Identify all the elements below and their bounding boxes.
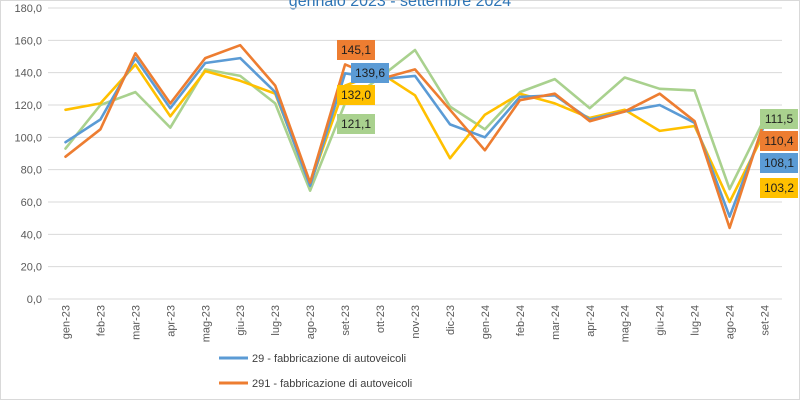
legend-entry-0: 29 - fabbricazione di autoveicoli [252, 353, 406, 365]
x-tick-label: dic-23 [445, 305, 457, 335]
gridlines [48, 7, 782, 300]
x-tick-label: lug-24 [690, 305, 702, 336]
data-label: 110,4 [764, 134, 793, 148]
series-line-3 [64, 63, 766, 204]
data-label-box [351, 63, 389, 83]
x-tick-label: mar-24 [550, 305, 562, 340]
x-tick-label: lug-23 [270, 305, 282, 336]
y-tick-label: 120,0 [14, 100, 42, 112]
data-label-box [760, 109, 798, 129]
x-tick-label: mag-24 [620, 305, 632, 342]
data-label: 132,0 [341, 88, 371, 102]
data-label: 139,6 [355, 66, 385, 80]
legend-entry-1: 291 - fabbricazione di autoveicoli [252, 378, 412, 390]
series-line-0 [64, 56, 766, 218]
data-label: 111,5 [765, 112, 794, 126]
data-label-box [337, 85, 375, 105]
series-line-1 [64, 43, 766, 230]
x-tick-label: giu-23 [235, 305, 247, 336]
y-tick-label: 80,0 [21, 165, 42, 177]
x-tick-label: set-23 [340, 305, 352, 336]
y-tick-label: 140,0 [14, 68, 42, 80]
data-label: 145,1 [341, 43, 371, 57]
x-tick-label: ott-23 [375, 305, 387, 333]
x-tick-label: apr-24 [585, 305, 597, 337]
data-label: 121,1 [341, 117, 371, 131]
data-label-box [337, 114, 375, 134]
y-tick-label: 100,0 [14, 132, 42, 144]
x-tick-label: mag-23 [200, 305, 212, 342]
x-tick-label: ago-24 [725, 305, 737, 339]
data-label-box [337, 40, 375, 60]
x-tick-label: mar-23 [130, 305, 142, 340]
data-label: 108,1 [764, 156, 794, 170]
y-tick-label: 60,0 [21, 197, 42, 209]
data-label-box [760, 131, 798, 151]
data-label-box [760, 153, 798, 173]
x-tick-label: ago-23 [305, 305, 317, 339]
x-tick-label: apr-23 [165, 305, 177, 337]
y-tick-label: 160,0 [14, 35, 42, 47]
x-tick-label: giu-24 [655, 305, 667, 336]
x-axis-tick-labels: gen-23 feb-23 mar-23 apr-23 mag-23 giu-23 lug-… [60, 305, 771, 342]
data-labels: 145,1 139,6 132,0 121,1 111,5 110,4 108,1 103,2 [337, 40, 798, 198]
x-tick-label: nov-23 [410, 305, 422, 339]
legend: 29 - fabbricazione di autoveicoli 291 - f… [219, 353, 412, 390]
y-tick-label: 0,0 [27, 294, 42, 306]
x-tick-label: gen-23 [60, 305, 72, 339]
x-tick-label: gen-24 [480, 305, 492, 339]
y-tick-label: 180,0 [14, 3, 42, 15]
chart-title: gennaio 2023 - settembre 2024 [289, 0, 511, 10]
x-tick-label: feb-23 [95, 305, 107, 336]
x-tick-label: feb-24 [515, 305, 527, 336]
data-label-box [760, 178, 798, 198]
y-tick-label: 40,0 [21, 229, 42, 241]
y-axis-tick-labels: 0,0 20,0 40,0 60,0 80,0 100,0 120,0 140,0 160,0 1… [14, 3, 42, 306]
y-tick-label: 20,0 [21, 262, 42, 274]
x-tick-label: set-24 [760, 305, 772, 336]
series-lines [64, 43, 766, 230]
data-label: 103,2 [764, 181, 794, 195]
series-line-2 [64, 48, 766, 192]
